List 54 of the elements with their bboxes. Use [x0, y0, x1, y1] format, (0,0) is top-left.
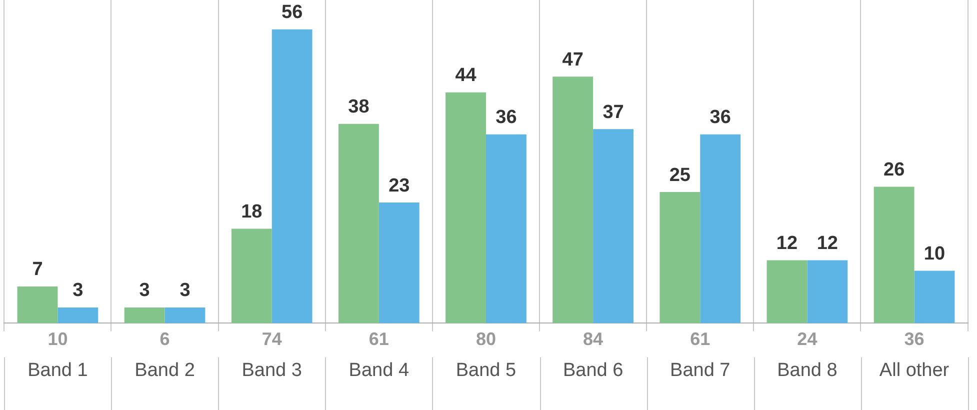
total-label: 84	[583, 329, 604, 350]
data-label: 3	[180, 280, 190, 302]
x-tick-label: Band 4	[348, 360, 410, 381]
x-tick-label: Band 8	[777, 360, 838, 381]
bar	[700, 134, 741, 324]
x-tick-label: Band 5	[456, 360, 516, 381]
bar	[486, 134, 526, 324]
total-label: 74	[262, 329, 282, 350]
data-label: 3	[139, 280, 150, 302]
data-label: 12	[776, 232, 798, 254]
bar	[552, 76, 594, 324]
total-label: 61	[368, 329, 389, 350]
bar	[914, 270, 955, 324]
x-tick-label: Band 7	[670, 360, 730, 381]
bar	[593, 129, 634, 324]
bar	[874, 186, 914, 324]
data-label: 7	[32, 259, 43, 280]
bar	[231, 228, 272, 324]
bar	[446, 92, 486, 324]
x-tick-label: Band 2	[134, 360, 195, 381]
data-label: 44	[455, 65, 477, 86]
total-label: 6	[160, 329, 170, 350]
data-label: 18	[241, 201, 262, 222]
data-label: 10	[924, 243, 946, 264]
total-label: 24	[797, 329, 818, 350]
bar	[58, 307, 98, 324]
data-label: 37	[602, 102, 624, 123]
x-tick-label: Band 1	[28, 360, 88, 381]
data-label: 23	[388, 175, 410, 196]
data-label: 56	[281, 2, 303, 24]
data-label: 26	[883, 160, 905, 181]
x-tick-label: Band 3	[242, 360, 302, 381]
total-label: 36	[904, 329, 924, 350]
data-label: 38	[348, 96, 370, 118]
bar	[164, 307, 206, 324]
total-label: 61	[690, 329, 710, 350]
bar	[338, 124, 379, 324]
data-label: 36	[496, 107, 517, 128]
data-label: 36	[710, 107, 731, 128]
x-tick-label: All other	[879, 360, 950, 381]
data-label: 12	[816, 232, 838, 254]
total-label: 80	[476, 329, 496, 350]
bar	[124, 307, 165, 324]
bar	[766, 260, 808, 324]
bar	[807, 260, 848, 324]
total-label: 10	[48, 329, 68, 350]
bar	[272, 29, 312, 324]
x-tick-label: Band 6	[562, 360, 624, 381]
data-label: 47	[562, 49, 584, 70]
bar	[660, 192, 700, 324]
bar	[378, 202, 420, 324]
data-label: 3	[72, 280, 84, 302]
data-label: 25	[669, 164, 691, 186]
bar	[17, 286, 58, 324]
